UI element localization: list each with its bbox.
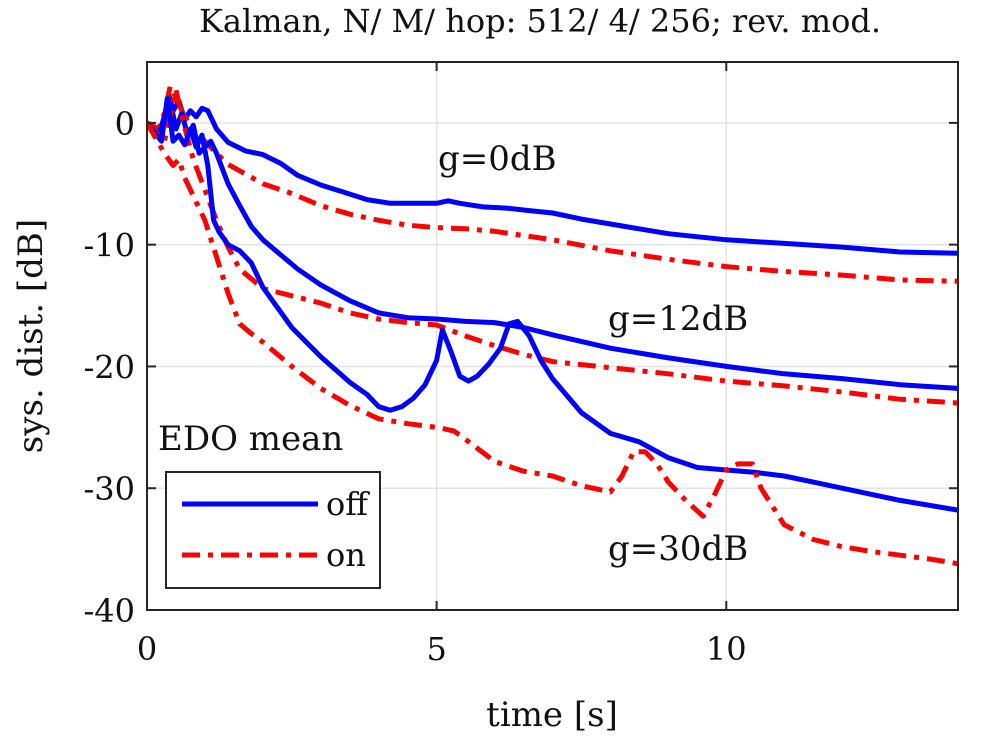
legend-title: EDO mean — [158, 419, 343, 459]
y-tick-label: -30 — [83, 470, 135, 508]
annotation-g30db: g=30dB — [608, 529, 748, 569]
annotation-g12db: g=12dB — [608, 299, 748, 339]
y-tick-label: -10 — [83, 227, 135, 265]
series-line-g0db-on — [147, 83, 958, 284]
y-tick-label: -20 — [83, 348, 135, 386]
legend-label-off: off — [326, 485, 370, 523]
x-tick-label: 5 — [426, 630, 446, 668]
y-tick-label: 0 — [115, 105, 135, 143]
annotation-g0db: g=0dB — [438, 139, 557, 179]
legend-box — [165, 471, 381, 589]
series-line-g12db-on — [147, 87, 958, 406]
series-layer — [147, 83, 958, 567]
y-tick-label: -40 — [83, 592, 135, 630]
x-tick-label: 10 — [706, 630, 747, 668]
legend: off on — [165, 471, 381, 589]
x-axis-label: time [s] — [486, 695, 618, 735]
chart-title: Kalman, N/ M/ hop: 512/ 4/ 256; rev. mod… — [199, 2, 881, 40]
y-axis-label: sys. dist. [dB] — [11, 219, 51, 453]
series-line-g30db-on — [147, 121, 958, 567]
x-tick-label: 0 — [137, 630, 157, 668]
legend-label-on: on — [326, 536, 366, 574]
series-line-g30db-off — [147, 96, 958, 513]
plot-frame — [146, 61, 959, 611]
series-line-g12db-off — [147, 98, 958, 391]
ticks: 0 5 10 0 -10 -20 -30 -40 — [83, 62, 958, 668]
